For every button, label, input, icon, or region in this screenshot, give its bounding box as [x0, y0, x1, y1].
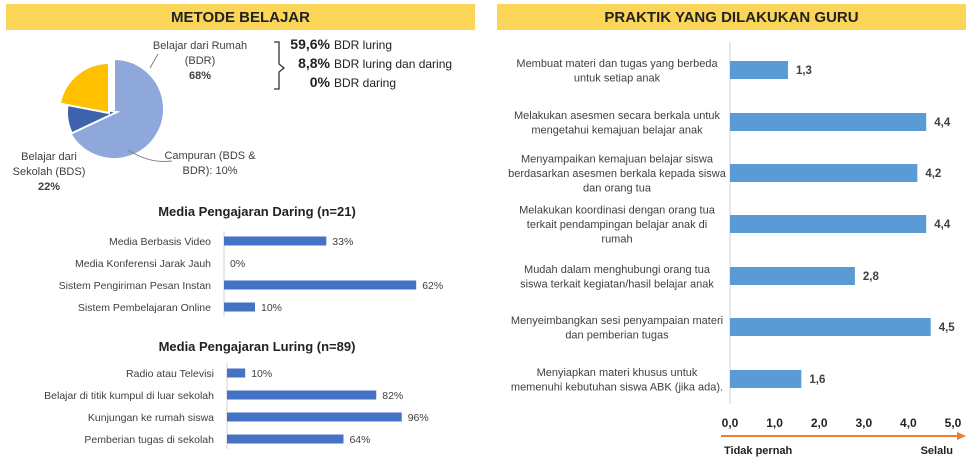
breakdown-text-0: BDR luring [334, 38, 392, 52]
pie-leader-bdr [149, 53, 159, 69]
axis-left-label: Tidak pernah [724, 445, 793, 457]
luring-value-1: 82% [382, 390, 403, 402]
praktik-bar-6 [730, 370, 802, 388]
breakdown-text-1: BDR luring dan daring [334, 57, 452, 71]
pie-label-0: Belajar dari Rumah [153, 40, 247, 52]
praktik-label-0: untuk setiap anak [574, 72, 661, 84]
breakdown-pct-0: 59,6% [290, 36, 330, 52]
praktik-value-4: 2,8 [863, 271, 880, 283]
luring-label-2: Kunjungan ke rumah siswa [88, 412, 214, 424]
luring-bar-3 [227, 434, 344, 444]
praktik-value-0: 1,3 [796, 65, 812, 77]
praktik-tick-3: 3,0 [855, 416, 872, 430]
praktik-label-2: dan orang tua [583, 183, 652, 195]
praktik-guru-title: PRAKTIK YANG DILAKUKAN GURU [604, 8, 859, 26]
daring-value-2: 62% [422, 280, 443, 292]
praktik-label-6: memenuhi kebutuhan siswa ABK (jika ada). [511, 381, 723, 393]
pie-label-2: Belajar dari [21, 151, 77, 163]
praktik-tick-1: 1,0 [766, 416, 783, 430]
praktik-tick-5: 5,0 [945, 416, 962, 430]
praktik-label-1: Melakukan asesmen secara berkala untuk [514, 110, 721, 122]
pie-label-1: Campuran (BDS & [164, 150, 256, 162]
praktik-label-2: Menyampaikan kemajuan belajar siswa [521, 154, 714, 166]
praktik-bar-5 [730, 318, 931, 336]
praktik-tick-4: 4,0 [900, 416, 917, 430]
praktik-tick-0: 0,0 [722, 416, 739, 430]
praktik-value-3: 4,4 [934, 219, 951, 231]
breakdown-text-2: BDR daring [334, 76, 396, 90]
praktik-label-1: mengetahui kemajuan belajar anak [531, 124, 703, 136]
luring-value-2: 96% [408, 412, 429, 424]
pie-leader-campuran [127, 149, 173, 162]
daring-value-0: 33% [332, 236, 353, 248]
praktik-label-3: terkait pendampingan belajar anak di [527, 219, 707, 231]
praktik-label-2: berdasarkan asesmen berkala kepada siswa [508, 168, 727, 180]
pie-pct-0: 68% [189, 70, 211, 82]
daring-value-3: 10% [261, 302, 282, 314]
praktik-bar-2 [730, 164, 918, 182]
pie-label-0: (BDR) [185, 55, 216, 67]
praktik-label-5: dan pemberian tugas [565, 329, 669, 341]
daring-bar-3 [224, 302, 255, 312]
praktik-value-2: 4,2 [925, 168, 941, 180]
metode-belajar-banner: METODE BELAJAR [6, 4, 475, 30]
luring-label-3: Pemberian tugas di sekolah [84, 434, 214, 446]
metode-belajar-title: METODE BELAJAR [171, 8, 310, 26]
daring-label-0: Media Berbasis Video [109, 236, 211, 248]
luring-value-3: 64% [349, 434, 370, 446]
daring-label-2: Sistem Pengiriman Pesan Instan [59, 280, 211, 292]
praktik-value-1: 4,4 [934, 117, 951, 129]
daring-label-3: Sistem Pembelajaran Online [78, 302, 211, 314]
praktik-guru-banner: PRAKTIK YANG DILAKUKAN GURU [497, 4, 966, 30]
luring-bar-0 [227, 368, 246, 378]
praktik-bar-0 [730, 61, 788, 79]
daring-bar-2 [224, 280, 417, 290]
praktik-bar-4 [730, 267, 855, 285]
pie-label-1: BDR): 10% [182, 165, 237, 177]
daring-label-1: Media Konferensi Jarak Jauh [75, 258, 211, 270]
praktik-tick-2: 2,0 [811, 416, 828, 430]
praktik-value-6: 1,6 [809, 374, 825, 386]
praktik-label-3: rumah [601, 234, 632, 246]
pie-pct-2: 22% [38, 181, 60, 193]
praktik-label-5: Menyeimbangkan sesi penyampaian materi [511, 315, 723, 327]
praktik-bar-3 [730, 215, 927, 233]
praktik-label-4: siswa terkait kegiatan/hasil belajar ana… [520, 278, 714, 290]
praktik-bar-1 [730, 113, 927, 131]
praktik-value-5: 4,5 [939, 322, 956, 334]
pie-label-2: Sekolah (BDS) [13, 166, 86, 178]
luring-label-1: Belajar di titik kumpul di luar sekolah [44, 390, 214, 402]
praktik-label-3: Melakukan koordinasi dengan orang tua [519, 205, 716, 217]
breakdown-pct-2: 0% [310, 74, 331, 90]
daring-bar-0 [224, 236, 327, 246]
luring-bar-1 [227, 390, 377, 400]
daring-value-1: 0% [230, 258, 245, 270]
luring-title: Media Pengajaran Luring (n=89) [159, 339, 356, 354]
axis-right-label: Selalu [921, 445, 953, 457]
pie-slice-2 [58, 61, 110, 115]
luring-label-0: Radio atau Televisi [126, 368, 214, 380]
pie-slice-0 [67, 57, 165, 160]
praktik-label-4: Mudah dalam menghubungi orang tua [524, 264, 711, 276]
breakdown-bracket [274, 41, 286, 90]
luring-bar-2 [227, 412, 402, 422]
daring-title: Media Pengajaran Daring (n=21) [158, 204, 356, 219]
breakdown-pct-1: 8,8% [298, 55, 330, 71]
praktik-label-0: Membuat materi dan tugas yang berbeda [516, 58, 718, 70]
scale-arrow-head [957, 432, 966, 440]
praktik-label-6: Menyiapkan materi khusus untuk [537, 367, 698, 379]
luring-value-0: 10% [251, 368, 272, 380]
